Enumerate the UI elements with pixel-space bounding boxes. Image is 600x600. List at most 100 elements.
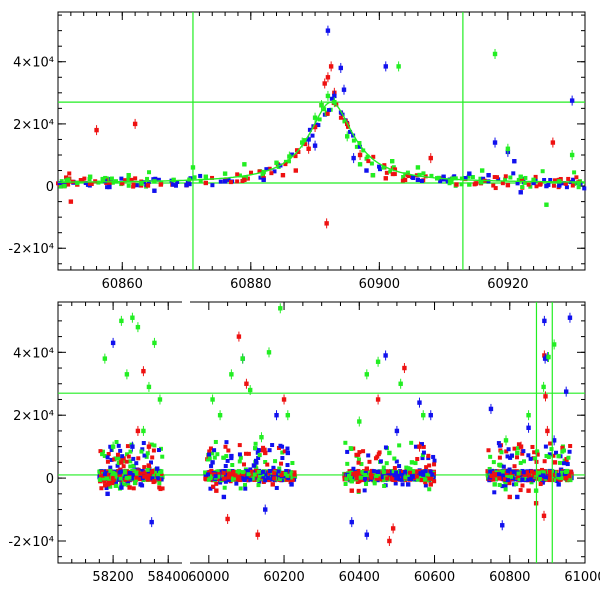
baseline-point [569,471,574,476]
baseline-point [386,469,391,474]
baseline-point [544,453,549,458]
baseline-point [570,183,575,188]
baseline-point [134,470,139,475]
baseline-point [139,449,144,454]
data-point [375,397,381,402]
baseline-point [235,172,240,177]
data-point [415,177,421,183]
baseline-point [131,182,136,187]
baseline-point [517,477,522,482]
baseline-point [366,473,371,478]
data-point [357,419,362,424]
baseline-point [118,448,123,453]
baseline-point [158,446,163,451]
baseline-point [356,468,361,473]
data-point [119,485,124,490]
data-point [349,488,354,493]
baseline-point [508,455,513,460]
baseline-point [411,175,416,180]
data-point [531,177,536,183]
data-point [515,494,520,500]
data-point [338,65,343,71]
baseline-point [64,178,69,183]
baseline-point [400,472,405,477]
baseline-point [381,165,386,170]
data-point [518,174,523,179]
baseline-point [158,487,163,492]
baseline-point [80,178,85,183]
axis-break-gap-top [182,296,190,308]
baseline-point [159,477,164,482]
baseline-point [367,459,372,464]
baseline-point [302,138,307,143]
baseline-point [357,144,362,149]
baseline-point [109,457,114,462]
data-point [75,180,80,186]
baseline-point [533,174,538,179]
baseline-point [219,471,224,476]
data-point [270,482,275,487]
baseline-point [419,478,424,483]
baseline-point [259,448,264,453]
baseline-point [118,476,123,481]
baseline-point [528,184,533,189]
baseline-point [100,452,105,457]
baseline-point [57,181,62,186]
baseline-point [392,172,397,177]
baseline-point [497,472,502,477]
baseline-point [493,186,498,191]
baseline-point [576,185,581,190]
data-point [556,482,561,487]
baseline-point [316,123,321,128]
baseline-point [522,472,527,477]
baseline-point [489,474,494,479]
baseline-point [415,456,420,461]
data-point [503,438,509,443]
baseline-point [499,450,504,455]
baseline-point [128,449,133,454]
data-point [567,315,573,320]
data-point [68,199,74,204]
baseline-point [106,451,111,456]
baseline-point [105,185,110,190]
baseline-point [397,443,402,448]
baseline-point [114,440,119,445]
baseline-point [492,175,497,180]
baseline-point [58,184,63,189]
data-point [119,460,124,465]
baseline-point [122,469,127,474]
baseline-point [503,177,508,182]
data-point [576,180,581,186]
baseline-point [511,469,516,474]
baseline-point [100,473,105,478]
baseline-point [343,482,348,487]
baseline-point [67,171,72,176]
data-point [240,356,245,361]
baseline-point [424,465,429,470]
baseline-point [564,185,569,190]
baseline-point [518,488,523,493]
data-point [217,413,223,418]
baseline-point [141,441,146,446]
baseline-point [252,472,257,477]
baseline-point [531,478,536,483]
baseline-point [125,444,130,449]
baseline-point [248,477,253,482]
data-point [120,181,125,186]
baseline-point [133,176,138,181]
baseline-point [504,449,509,454]
baseline-point [257,473,262,478]
baseline-point [203,473,208,478]
data-point [274,413,279,418]
baseline-point [344,477,349,482]
x-tick-label: 60000 [188,570,229,585]
baseline-point [256,448,261,453]
baseline-point [258,175,263,180]
baseline-point [503,481,508,486]
data-point [526,413,531,418]
baseline-point [118,458,123,463]
baseline-point [478,176,483,181]
data-point [563,469,569,475]
baseline-point [155,476,160,481]
data-point [398,381,403,386]
